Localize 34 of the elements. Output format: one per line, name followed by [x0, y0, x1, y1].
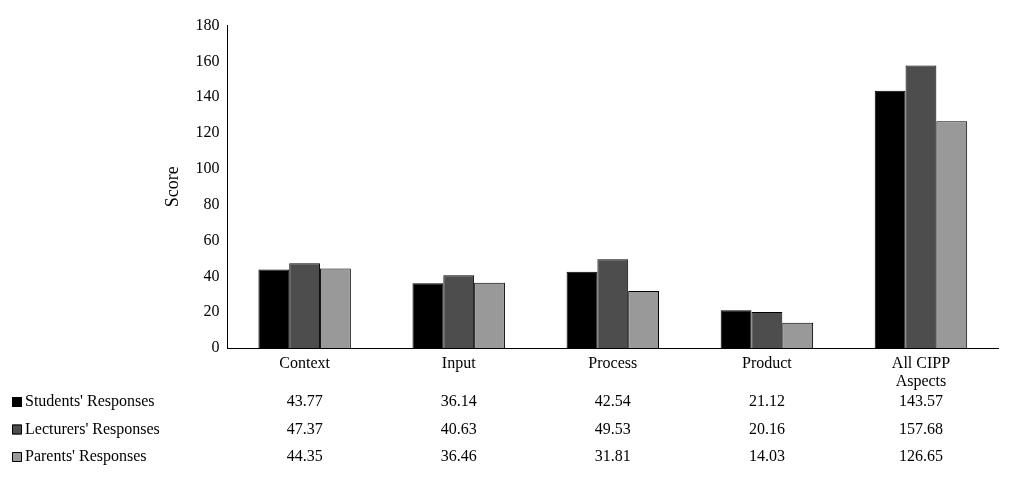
- data-label: 126.65: [898, 447, 943, 465]
- data-label: 143.57: [898, 392, 943, 410]
- x-tick-label: All CIPP Aspects: [891, 354, 951, 391]
- legend-label: Parents' Responses: [25, 447, 147, 466]
- data-label: 43.77: [286, 392, 323, 410]
- y-tick-label: 80: [203, 194, 220, 212]
- x-tick-label: Process: [588, 354, 638, 372]
- data-label: 47.37: [286, 419, 323, 437]
- data-label: 36.46: [440, 447, 477, 465]
- y-tick-label: 100: [195, 159, 220, 177]
- y-tick-label: 140: [195, 87, 220, 105]
- data-label: 31.81: [594, 447, 631, 465]
- x-tick-label: Product: [741, 354, 793, 372]
- y-tick-label: 120: [195, 123, 220, 141]
- x-tick-label: Input: [441, 354, 477, 373]
- data-label: 36.14: [440, 392, 477, 410]
- data-label: 14.03: [748, 447, 785, 465]
- data-label: 20.16: [748, 419, 785, 437]
- y-tick-label: 20: [203, 302, 220, 320]
- y-tick-label: 180: [195, 15, 220, 33]
- data-label: 49.53: [594, 419, 631, 437]
- data-label: 42.54: [594, 392, 631, 410]
- data-label: 40.63: [440, 419, 477, 437]
- y-axis-title: Score: [161, 166, 182, 208]
- y-tick-label: 60: [203, 230, 220, 248]
- y-tick-label: 160: [195, 51, 220, 69]
- legend-label: Lecturers' Responses: [25, 419, 160, 438]
- data-label: 157.68: [898, 419, 943, 437]
- data-label: 21.12: [748, 392, 785, 410]
- y-tick-label: 40: [203, 266, 220, 284]
- data-label: 44.35: [286, 447, 323, 465]
- y-tick-label: 0: [211, 338, 220, 356]
- x-tick-label: Context: [279, 354, 331, 372]
- legend-label: Students' Responses: [25, 392, 155, 411]
